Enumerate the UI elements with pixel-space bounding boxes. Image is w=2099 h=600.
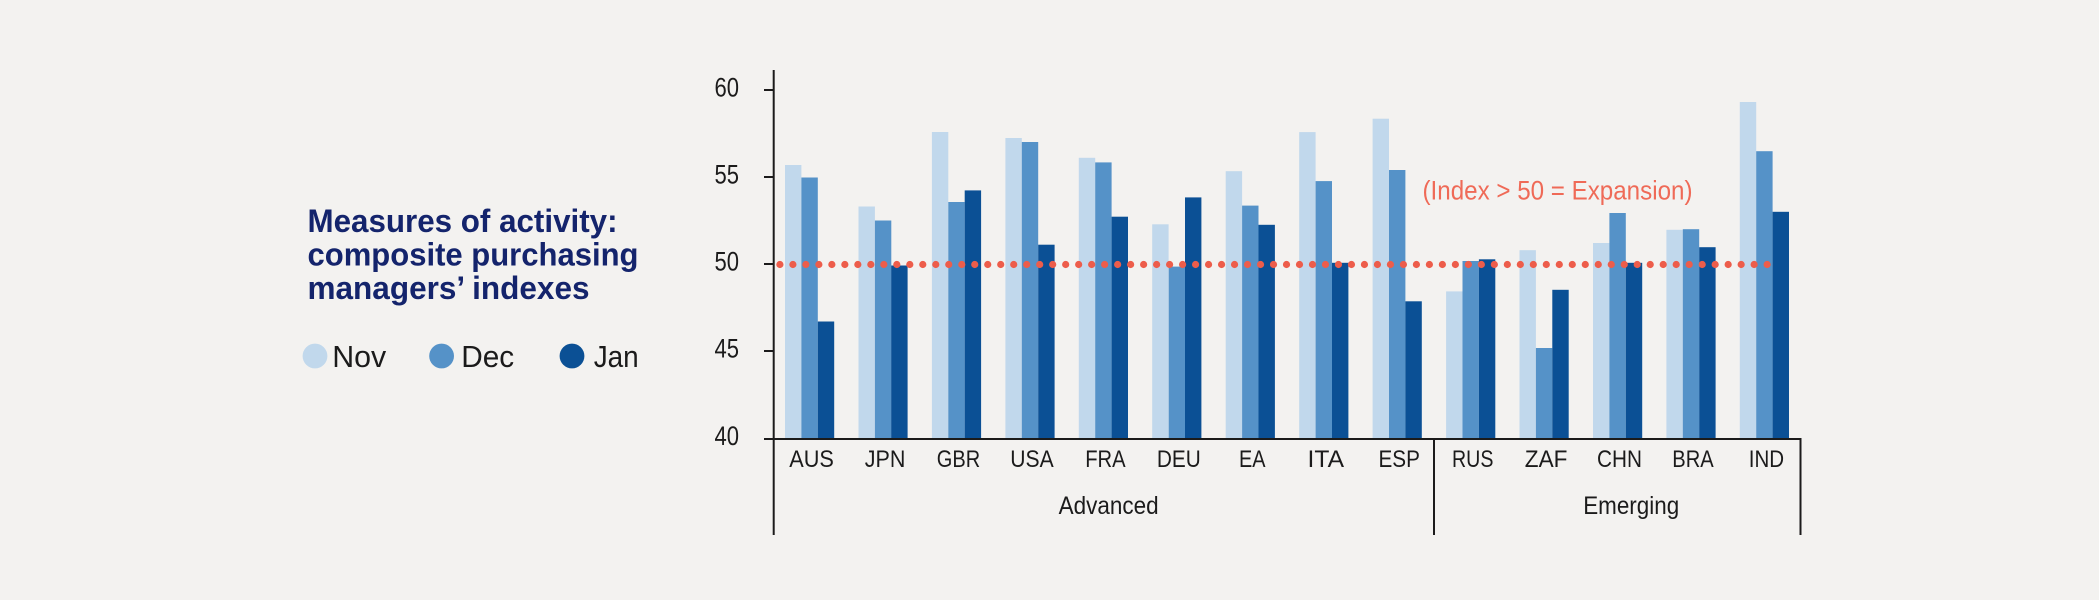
svg-text:BRA: BRA	[1672, 446, 1713, 473]
svg-text:DEU: DEU	[1157, 446, 1201, 473]
svg-text:Emerging: Emerging	[1583, 492, 1679, 520]
svg-text:Measures of activity:: Measures of activity:	[308, 203, 618, 239]
svg-text:ITA: ITA	[1308, 446, 1345, 473]
svg-text:(Index > 50 = Expansion): (Index > 50 = Expansion)	[1423, 176, 1693, 206]
svg-text:50: 50	[715, 247, 740, 277]
svg-text:FRA: FRA	[1085, 446, 1125, 473]
svg-text:45: 45	[715, 334, 740, 364]
svg-text:AUS: AUS	[789, 446, 834, 473]
svg-text:60: 60	[715, 73, 740, 103]
svg-text:USA: USA	[1010, 446, 1053, 473]
svg-text:GBR: GBR	[937, 446, 980, 473]
svg-text:CHN: CHN	[1597, 446, 1642, 473]
svg-text:Dec: Dec	[461, 339, 514, 374]
svg-text:managers’ indexes: managers’ indexes	[308, 270, 590, 306]
svg-text:55: 55	[715, 160, 740, 190]
svg-text:ZAF: ZAF	[1525, 446, 1568, 473]
svg-text:Jan: Jan	[594, 339, 639, 374]
svg-text:Advanced: Advanced	[1059, 492, 1159, 520]
svg-text:IND: IND	[1749, 446, 1784, 473]
svg-text:JPN: JPN	[865, 446, 906, 473]
svg-text:40: 40	[715, 421, 740, 451]
svg-text:ESP: ESP	[1379, 446, 1420, 473]
svg-text:EA: EA	[1239, 446, 1266, 473]
svg-text:composite purchasing: composite purchasing	[308, 237, 639, 273]
svg-text:Nov: Nov	[332, 339, 386, 374]
svg-text:RUS: RUS	[1452, 446, 1493, 473]
